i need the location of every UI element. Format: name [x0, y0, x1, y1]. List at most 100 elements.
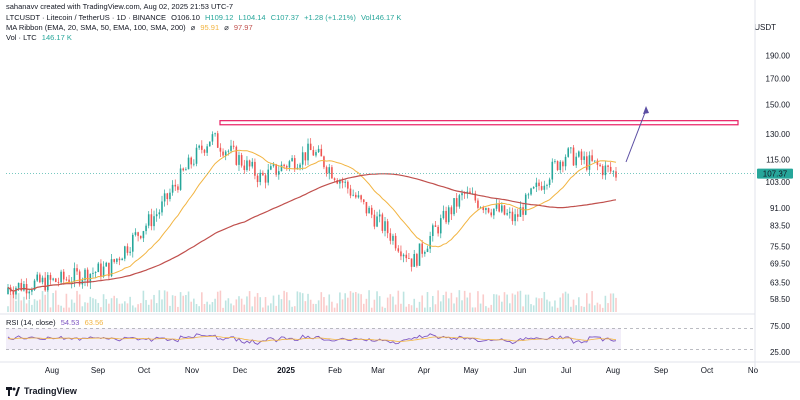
price-tick-label: 58.50 [770, 295, 791, 304]
volume-bar [28, 299, 31, 312]
candle-body [386, 221, 389, 234]
rsi-legend[interactable]: RSI (14, close) 54.53 63.56 [6, 318, 106, 327]
volume-bar [535, 297, 538, 312]
price-tick-label: 190.00 [766, 52, 791, 61]
volume-bar [482, 294, 485, 312]
volume-bar [370, 307, 373, 312]
price-tick-label: 115.00 [766, 155, 790, 164]
candle-body [182, 168, 185, 171]
candle-body [503, 205, 506, 215]
volume-bar [177, 306, 179, 312]
symbol-legend[interactable]: LTCUSDT · Litecoin / TetherUS · 1D · BIN… [6, 13, 404, 23]
volume-bar [102, 294, 105, 312]
volume-bar [230, 303, 232, 312]
volume-bar [113, 295, 115, 312]
currency-label: USDT [754, 23, 776, 32]
volume-bar [235, 299, 238, 312]
volume-bar [323, 297, 325, 312]
volume-bar [397, 290, 400, 312]
candle-body [325, 167, 328, 174]
candle-body [232, 145, 235, 147]
time-axis-label: Feb [328, 366, 342, 375]
candle-body [36, 274, 39, 281]
candle-body [339, 180, 341, 184]
volume-bar [532, 305, 535, 312]
candle-body [535, 182, 538, 187]
volume-bar [556, 307, 559, 312]
volume-bar [378, 296, 381, 312]
candle-body [578, 151, 580, 157]
volume-bar [92, 298, 94, 312]
volume-bar [519, 290, 522, 312]
candle-body [47, 275, 49, 291]
candle-body [591, 155, 593, 161]
candle-body [275, 164, 277, 175]
candle-body [495, 204, 498, 209]
candle-body [365, 201, 368, 214]
volume-bar [105, 299, 108, 312]
volume-bar [60, 305, 62, 312]
time-axis-label: Dec [233, 366, 247, 375]
volume-bar [307, 293, 309, 312]
volume-bar [360, 294, 362, 312]
candle-body [137, 232, 139, 236]
volume-bar [495, 294, 498, 312]
volume-bar [44, 294, 46, 312]
candle-body [28, 291, 31, 294]
volume-bar [12, 291, 15, 312]
volume-legend[interactable]: Vol · LTC 146.17 K [6, 33, 75, 43]
candle-body [567, 148, 570, 157]
volume-bar [147, 304, 150, 312]
candle-body [506, 213, 508, 215]
volume-bar [251, 306, 254, 312]
candle-body [609, 166, 612, 172]
time-axis-label: Jun [514, 366, 527, 375]
volume-bar [54, 290, 57, 312]
candle-body [166, 193, 169, 200]
candle-body [118, 258, 121, 261]
candle-body [368, 207, 370, 214]
candle-body [357, 195, 360, 198]
volume-bar [466, 297, 469, 312]
price-tick-label: 130.00 [766, 130, 791, 139]
candle-body [211, 134, 214, 142]
volume-bar [450, 292, 453, 312]
volume-bar [607, 303, 609, 312]
volume-bar [432, 295, 434, 312]
candle-body [429, 236, 431, 249]
volume-legend-value: 146.17 K [41, 33, 72, 42]
volume-bar [344, 293, 346, 312]
candle-body [201, 145, 203, 150]
volume-bar [275, 305, 277, 312]
volume-bar [137, 304, 139, 312]
candle-body [78, 271, 81, 285]
ma-ribbon-legend[interactable]: MA Ribbon (EMA, 20, SMA, 50, EMA, 100, S… [6, 23, 256, 33]
volume-bar [402, 291, 405, 312]
candle-body [92, 272, 94, 274]
candle-body [485, 208, 487, 211]
volume-bar [583, 306, 585, 312]
volume-bar [153, 294, 155, 312]
volume-bar [516, 291, 519, 312]
candle-body [161, 201, 163, 213]
volume-bar [301, 293, 304, 312]
volume-bar [609, 293, 612, 312]
volume-bar [588, 303, 591, 312]
volume-bar [546, 299, 548, 312]
candle-body [60, 271, 62, 283]
candle-body [94, 272, 97, 273]
candle-body [121, 258, 123, 261]
candle-body [463, 193, 466, 194]
resistance-zone[interactable] [219, 120, 739, 126]
volume-bar [392, 296, 394, 312]
candle-body [285, 166, 288, 168]
candle-body [453, 198, 455, 215]
candle-body [384, 221, 386, 231]
volume-bar [39, 299, 41, 312]
volume-bar [461, 300, 463, 312]
candle-body [39, 274, 41, 283]
volume-bar [78, 294, 81, 312]
candle-body [434, 225, 437, 227]
candle-body [299, 164, 301, 168]
